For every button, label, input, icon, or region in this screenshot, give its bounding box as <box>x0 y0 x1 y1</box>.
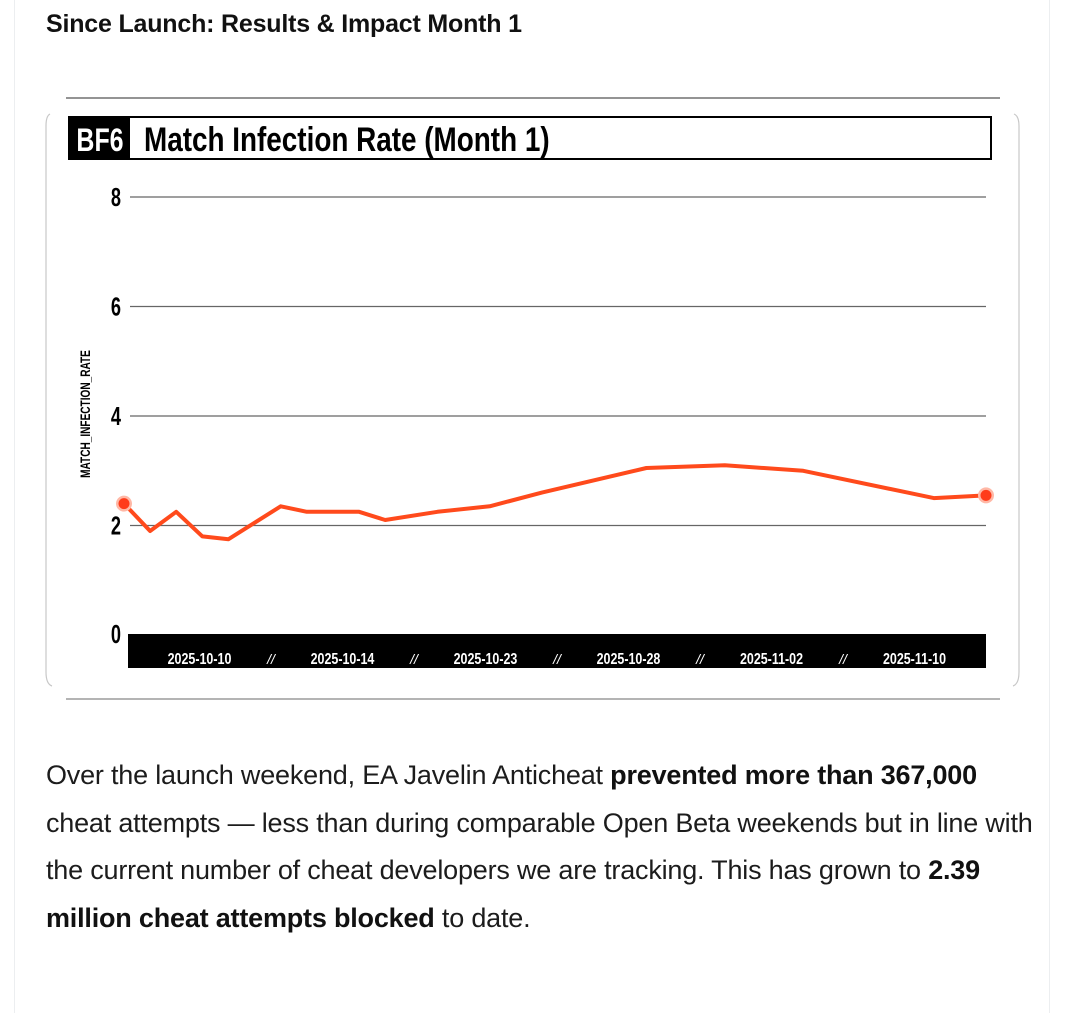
paragraph-bold-2: 2.39 million cheat attempts blocked <box>46 855 980 933</box>
article-column <box>14 0 1050 1013</box>
y-tick-2: 2 <box>111 511 121 540</box>
paragraph-text-2: cheat attempts — less than during compar… <box>46 807 1033 886</box>
paragraph-bold-1: prevented more than 367,000 <box>610 760 977 790</box>
x-tick-2025-10-10: 2025-10-10 <box>168 651 232 669</box>
y-tick-0: 0 <box>111 620 121 649</box>
chart-right-edge <box>1012 113 1020 687</box>
x-tick-2025-10-23: 2025-10-23 <box>454 651 518 669</box>
bf6-badge <box>70 118 130 158</box>
paragraph-text-3: to date. <box>434 902 531 933</box>
series-infection-rate <box>116 463 994 542</box>
end-point-marker <box>980 489 992 501</box>
y-tick-labels: 0 2 4 6 8 <box>111 183 122 649</box>
gridlines <box>130 196 986 527</box>
start-point-marker <box>118 498 130 510</box>
chart-image: BF6 Match Infection Rate (Month 1) MATCH… <box>44 96 1020 702</box>
x-axis-bar <box>128 634 986 668</box>
bf6-badge-label: BF6 <box>76 123 123 159</box>
y-axis-label: MATCH_INFECTION_RATE <box>77 350 93 478</box>
article-paragraph: Over the launch weekend, EA Javelin Anti… <box>46 752 1036 942</box>
x-tick-2025-11-10: 2025-11-10 <box>883 651 946 669</box>
x-tick-separator: // <box>266 651 277 667</box>
chart-title: Match Infection Rate (Month 1) <box>144 120 550 158</box>
chart-left-edge <box>45 113 53 687</box>
x-tick-2025-11-02: 2025-11-02 <box>740 651 803 669</box>
x-tick-separator: // <box>838 651 849 667</box>
y-tick-6: 6 <box>111 292 121 321</box>
y-tick-4: 4 <box>111 402 122 431</box>
x-tick-2025-10-28: 2025-10-28 <box>597 651 661 669</box>
chart-svg: BF6 Match Infection Rate (Month 1) MATCH… <box>45 97 1020 700</box>
x-tick-separator: // <box>695 651 706 667</box>
section-heading: Since Launch: Results & Impact Month 1 <box>46 10 522 38</box>
x-tick-separator: // <box>409 651 420 667</box>
series-line <box>122 463 988 542</box>
paragraph-text-1: Over the launch weekend, EA Javelin Anti… <box>46 760 611 790</box>
x-tick-separator: // <box>552 651 563 667</box>
x-tick-2025-10-14: 2025-10-14 <box>311 651 375 669</box>
chart-title-box <box>68 116 992 160</box>
x-tick-labels: 2025-10-10 // 2025-10-14 // 2025-10-23 // 2025… <box>168 651 946 669</box>
y-tick-8: 8 <box>111 183 121 212</box>
